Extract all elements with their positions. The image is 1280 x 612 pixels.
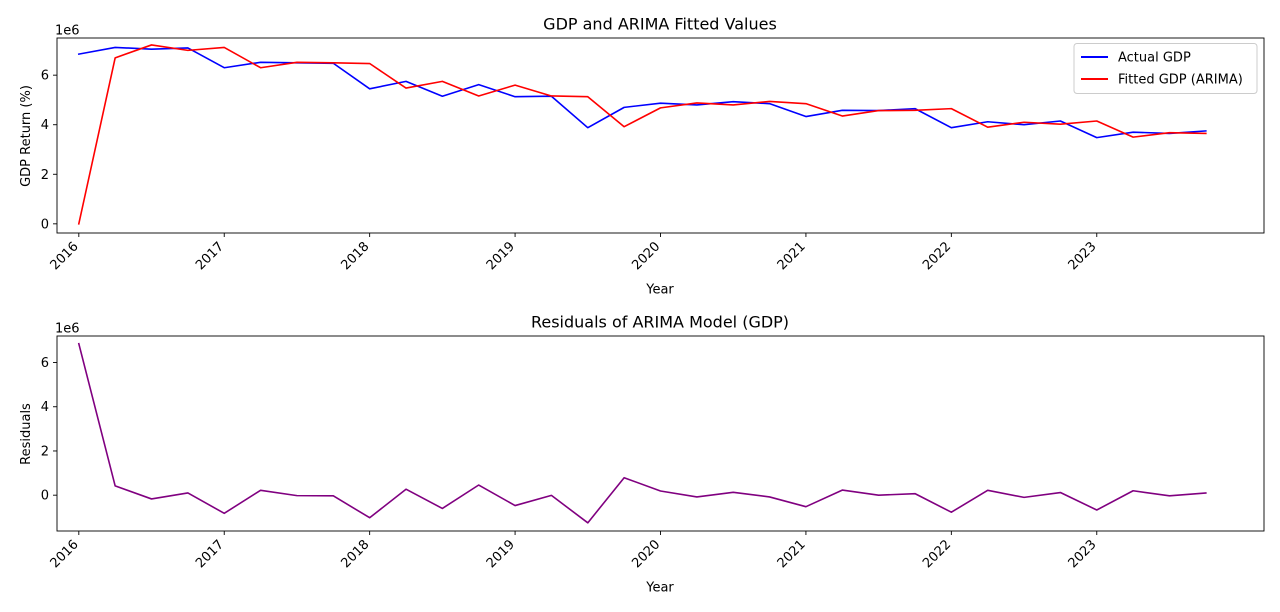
series-group — [77, 44, 1207, 225]
y-tick-label: 4 — [41, 118, 49, 133]
chart-title: Residuals of ARIMA Model (GDP) — [531, 313, 789, 332]
y-offset-text: 1e6 — [55, 322, 80, 337]
plot-area-frame — [56, 335, 1265, 532]
y-tick-label: 0 — [41, 489, 49, 504]
y-offset-text: 1e6 — [55, 24, 80, 39]
y-axis-label: Residuals — [19, 403, 34, 465]
series-line-residuals[interactable] — [77, 342, 1207, 524]
chart-title: GDP and ARIMA Fitted Values — [543, 15, 777, 34]
x-axis-label: Year — [645, 283, 674, 298]
series-line-fitted-gdp-arima[interactable] — [77, 44, 1207, 225]
series-line-actual-gdp[interactable] — [77, 46, 1207, 139]
legend-box — [1073, 43, 1258, 94]
legend-label-fitted-gdp: Fitted GDP (ARIMA) — [1118, 73, 1243, 88]
y-tick-label: 2 — [41, 444, 49, 459]
y-tick-label: 6 — [41, 356, 49, 371]
legend-label-actual-gdp: Actual GDP — [1118, 51, 1191, 66]
plot-area-frame — [56, 37, 1265, 234]
y-axis-label: GDP Return (%) — [19, 85, 34, 187]
x-axis-label: Year — [645, 581, 674, 596]
y-tick-label: 4 — [41, 400, 49, 415]
legend[interactable]: Actual GDP Fitted GDP (ARIMA) — [1073, 43, 1258, 94]
y-tick-label: 2 — [41, 168, 49, 183]
y-tick-label: 6 — [41, 69, 49, 84]
y-tick-label: 0 — [41, 217, 49, 232]
series-group — [77, 342, 1207, 524]
